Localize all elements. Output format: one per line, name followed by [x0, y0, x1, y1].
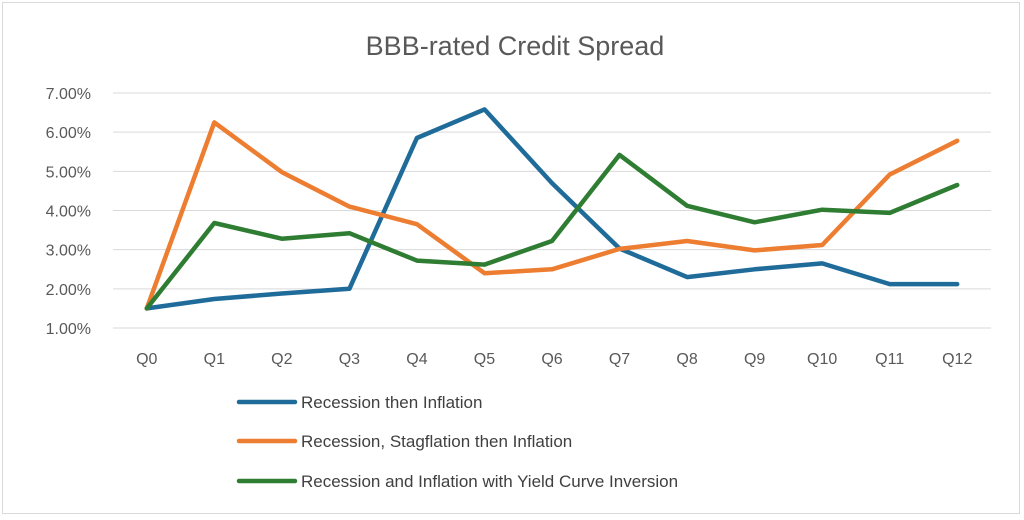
y-tick-label: 4.00% [46, 204, 91, 221]
y-tick-label: 5.00% [46, 164, 91, 181]
x-tick-label: Q8 [676, 351, 697, 368]
x-tick-label: Q7 [609, 351, 630, 368]
y-tick-label: 6.00% [46, 125, 91, 142]
legend-label: Recession, Stagflation then Inflation [301, 432, 572, 451]
x-tick-label: Q0 [136, 351, 157, 368]
legend: Recession then Inflation Recession, Stagf… [236, 393, 678, 491]
y-axis-ticks: 1.00% 2.00% 3.00% 4.00% 5.00% 6.00% 7.00% [46, 86, 91, 338]
x-tick-label: Q11 [875, 351, 904, 368]
line-chart: BBB-rated Credit Spread 1.00% 2.00% 3.00% 4… [46, 31, 991, 491]
legend-label: Recession then Inflation [301, 393, 482, 412]
grid-lines [113, 92, 991, 329]
series-line-1 [144, 107, 960, 311]
legend-item-1: Recession then Inflation [236, 393, 482, 412]
x-axis-ticks: Q0 Q1 Q2 Q3 Q4 Q5 Q6 Q7 Q8 Q9 Q10 Q11 Q12 [136, 351, 972, 368]
chart-frame: BBB-rated Credit Spread 1.00% 2.00% 3.00% 4… [2, 2, 1020, 514]
x-tick-label: Q9 [744, 351, 765, 368]
y-tick-label: 1.00% [46, 321, 91, 338]
y-tick-label: 7.00% [46, 86, 91, 103]
chart-title: BBB-rated Credit Spread [366, 31, 665, 61]
x-tick-label: Q2 [271, 351, 292, 368]
y-tick-label: 2.00% [46, 282, 91, 299]
x-tick-label: Q5 [474, 351, 495, 368]
x-tick-label: Q3 [339, 351, 360, 368]
x-tick-label: Q6 [541, 351, 562, 368]
y-tick-label: 3.00% [46, 243, 91, 260]
legend-item-2: Recession, Stagflation then Inflation [236, 432, 572, 451]
legend-label: Recession and Inflation with Yield Curve… [301, 472, 678, 491]
x-tick-label: Q1 [204, 351, 225, 368]
x-tick-label: Q12 [942, 351, 972, 368]
x-tick-label: Q4 [406, 351, 427, 368]
series-line-2 [144, 120, 960, 311]
series-line-3 [144, 152, 960, 311]
legend-item-3: Recession and Inflation with Yield Curve… [236, 472, 678, 491]
series-lines [144, 107, 960, 311]
x-tick-label: Q10 [807, 351, 837, 368]
